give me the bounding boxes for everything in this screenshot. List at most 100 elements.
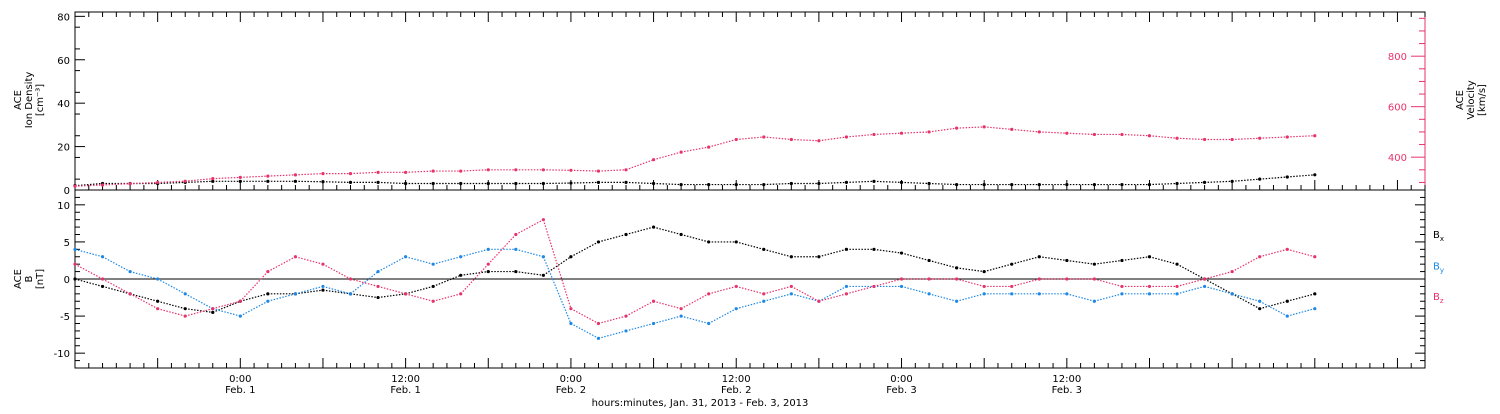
series-by-segment: [709, 309, 737, 324]
top-y-tick-label: 40: [57, 99, 70, 110]
series-velocity-segment: [791, 140, 819, 141]
series-by-segment: [1260, 301, 1288, 316]
series-ion-density-segment: [1205, 181, 1233, 182]
series-bz-segment: [1205, 272, 1233, 279]
series-velocity-segment: [295, 174, 323, 175]
series-ion-density-segment: [846, 181, 874, 182]
series-by-segment: [351, 272, 379, 294]
series-bz-segment: [323, 264, 351, 279]
series-ion-density-segment: [1232, 179, 1260, 181]
series-bz-segment: [1177, 279, 1205, 286]
series-bz-segment: [654, 301, 682, 308]
top-y2-axis-title-line: [km/s]: [1477, 84, 1488, 116]
series-bx-segment: [1012, 257, 1040, 264]
series-by-segment: [929, 294, 957, 301]
series-by-segment: [213, 309, 241, 316]
series-by-segment: [103, 257, 131, 272]
x-tick-date-label: Feb. 1: [390, 385, 420, 396]
series-velocity-segment: [461, 170, 489, 171]
series-bz-segment: [681, 294, 709, 309]
series-bx-segment: [736, 242, 764, 249]
top-y-axis-title-line: Ion Density: [24, 72, 35, 129]
series-velocity-segment: [351, 172, 379, 173]
series-bz-segment: [598, 316, 626, 323]
series-velocity-segment: [543, 170, 571, 171]
series-by-segment: [543, 257, 571, 324]
series-velocity-segment: [268, 175, 296, 176]
series-bz-segment: [516, 220, 544, 235]
series-ion-density-segment: [874, 181, 902, 182]
series-by: [73, 248, 1316, 340]
series-by-segment: [158, 279, 186, 294]
series-bx-segment: [654, 227, 682, 234]
series-bz-segment: [213, 301, 241, 308]
series-bz-segment: [268, 257, 296, 272]
series-by-segment: [681, 316, 709, 323]
series-velocity-segment: [598, 170, 626, 171]
top-y-tick-label: 80: [57, 12, 70, 23]
series-velocity-segment: [185, 179, 213, 182]
series-velocity-segment: [929, 128, 957, 132]
series-by-segment: [516, 249, 544, 256]
series-by-segment: [240, 301, 268, 316]
bottom-y-tick-label: -5: [60, 312, 70, 323]
series-velocity-segment: [240, 176, 268, 177]
series-bz-segment: [1232, 257, 1260, 272]
series-by-segment: [1067, 294, 1095, 301]
legend-Bx: Bx: [1433, 230, 1444, 243]
x-tick-time-label: 12:00: [722, 374, 751, 385]
series-bz-segment: [351, 279, 379, 286]
series-bz-segment: [1094, 279, 1122, 286]
x-tick-time-label: 0:00: [560, 374, 582, 385]
series-ion-density-segment: [654, 183, 682, 184]
series-velocity-segment: [984, 127, 1012, 130]
x-tick-date-label: Feb. 2: [721, 385, 751, 396]
series-bx-segment: [1122, 257, 1150, 261]
series-ion-density-segment: [1260, 177, 1288, 179]
series-bz-segment: [819, 294, 847, 301]
bottom-y-tick-label: 5: [64, 238, 70, 249]
series-bz-segment: [571, 309, 599, 324]
series-by-segment: [1177, 286, 1205, 293]
series-velocity-segment: [709, 140, 737, 148]
series-bx-segment: [406, 286, 434, 293]
series-by-segment: [268, 294, 296, 301]
series-velocity-segment: [1260, 137, 1288, 138]
series-velocity-segment: [902, 132, 930, 133]
series-bx-segment: [1067, 260, 1095, 264]
series-bx-segment: [158, 301, 186, 308]
series-velocity-segment: [819, 137, 847, 141]
series-bz-segment: [736, 286, 764, 293]
series-bz-segment: [1287, 249, 1315, 256]
series-bx-segment: [433, 275, 461, 286]
series-ion-density-segment: [323, 182, 351, 183]
series-bz-segment: [626, 301, 654, 316]
series-bx-segment: [598, 235, 626, 242]
top-y2-tick-label: 800: [1388, 52, 1407, 63]
top-y2-tick-label: 600: [1388, 103, 1407, 114]
series-bx-segment: [571, 242, 599, 257]
series-bx-segment: [1149, 257, 1177, 264]
x-tick-time-label: 12:00: [1052, 374, 1081, 385]
bottom-y-axis-title-line: [nT]: [35, 269, 46, 289]
series-velocity-segment: [1232, 138, 1260, 139]
top-y2-axis-title-line: Velocity: [1466, 80, 1477, 119]
series-bx-segment: [819, 249, 847, 256]
series-ion-density-segment: [929, 183, 957, 184]
series-velocity-segment: [1149, 136, 1177, 139]
series-bx-segment: [130, 294, 158, 301]
series-by-segment: [433, 257, 461, 264]
series-by-segment: [295, 286, 323, 293]
series-bx-segment: [957, 268, 985, 272]
bottom-y-tick-label: 10: [57, 201, 70, 212]
top-y-tick-label: 20: [57, 143, 70, 154]
series-velocity-segment: [213, 177, 241, 178]
series-bz-segment: [846, 286, 874, 293]
bottom-y-tick-label: 0: [64, 275, 70, 286]
series-bz-segment: [103, 279, 131, 294]
series-bx-segment: [378, 294, 406, 298]
series-by-segment: [461, 249, 489, 256]
series-by-segment: [736, 301, 764, 308]
series-velocity-segment: [1012, 129, 1040, 132]
series-bz-segment: [874, 279, 902, 286]
